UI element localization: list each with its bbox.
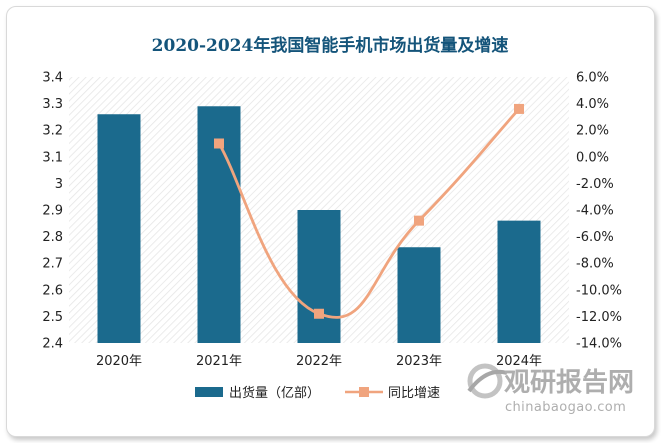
chart-title: 2020-2024年我国智能手机市场出货量及增速 — [152, 35, 509, 56]
bar-series — [97, 106, 541, 344]
right-tick-label: -2.0% — [576, 177, 614, 192]
chart: 2020-2024年我国智能手机市场出货量及增速 2.4 2.5 2.6 2.7 2.8… — [42, 35, 634, 415]
left-tick-label: 2.4 — [42, 337, 63, 352]
right-tick-label: -6.0% — [576, 230, 614, 245]
right-tick-label: 4.0% — [576, 97, 609, 112]
bar — [297, 210, 341, 343]
right-tick-label: -14.0% — [576, 337, 622, 352]
growth-point — [314, 308, 324, 319]
left-tick-label: 3.2 — [42, 124, 63, 139]
x-tick-label: 2020年 — [96, 354, 142, 369]
growth-point — [214, 138, 224, 149]
growth-point — [414, 215, 424, 226]
legend: 出货量（亿部） 同比增速 — [195, 385, 440, 401]
bar — [97, 114, 141, 344]
bar — [497, 220, 541, 343]
x-axis: 2020年 2021年 2022年 2023年 2024年 — [96, 354, 542, 369]
right-tick-label: -10.0% — [576, 283, 622, 298]
right-tick-label: -8.0% — [576, 257, 614, 272]
watermark-swoosh-icon — [467, 369, 508, 393]
chart-card: 2020-2024年我国智能手机市场出货量及增速 2.4 2.5 2.6 2.7 2.8… — [6, 6, 655, 437]
legend-line-label: 同比增速 — [388, 386, 440, 401]
watermark-logo-icon — [467, 363, 503, 399]
line-series — [214, 103, 524, 319]
legend-line-marker — [359, 387, 369, 397]
right-tick-label: 2.0% — [576, 124, 609, 139]
left-axis: 2.4 2.5 2.6 2.7 2.8 2.9 3 3.1 3.2 3.3 3.4 — [42, 71, 63, 352]
left-tick-label: 3.3 — [42, 97, 63, 112]
left-tick-label: 2.9 — [42, 204, 63, 219]
x-tick-label: 2022年 — [296, 354, 342, 369]
legend-bar-label: 出货量（亿部） — [229, 385, 320, 401]
growth-point — [514, 103, 524, 114]
right-tick-label: -4.0% — [576, 204, 614, 219]
left-tick-label: 2.7 — [42, 257, 63, 272]
right-tick-label: 6.0% — [576, 71, 609, 86]
left-tick-label: 3 — [55, 177, 63, 192]
watermark-url: chinabaogao.com — [505, 400, 626, 415]
left-tick-label: 2.6 — [42, 283, 63, 298]
left-tick-label: 3.1 — [42, 150, 63, 165]
watermark: 观研报告网 chinabaogao.com — [467, 363, 634, 415]
right-tick-label: -12.0% — [576, 310, 622, 325]
legend-bar-swatch — [195, 387, 223, 397]
x-tick-label: 2021年 — [196, 354, 242, 369]
x-tick-label: 2024年 — [496, 354, 542, 369]
growth-line — [217, 107, 521, 319]
left-tick-label: 3.4 — [42, 71, 63, 86]
bar — [397, 247, 441, 343]
watermark-brand: 观研报告网 — [504, 367, 634, 398]
right-axis: -14.0% -12.0% -10.0% -8.0% -6.0% -4.0% -2.0% 0.… — [576, 71, 622, 352]
x-tick-label: 2023年 — [396, 354, 442, 369]
left-tick-label: 2.5 — [42, 310, 63, 325]
left-tick-label: 2.8 — [42, 230, 63, 245]
right-tick-label: 0.0% — [576, 150, 609, 165]
